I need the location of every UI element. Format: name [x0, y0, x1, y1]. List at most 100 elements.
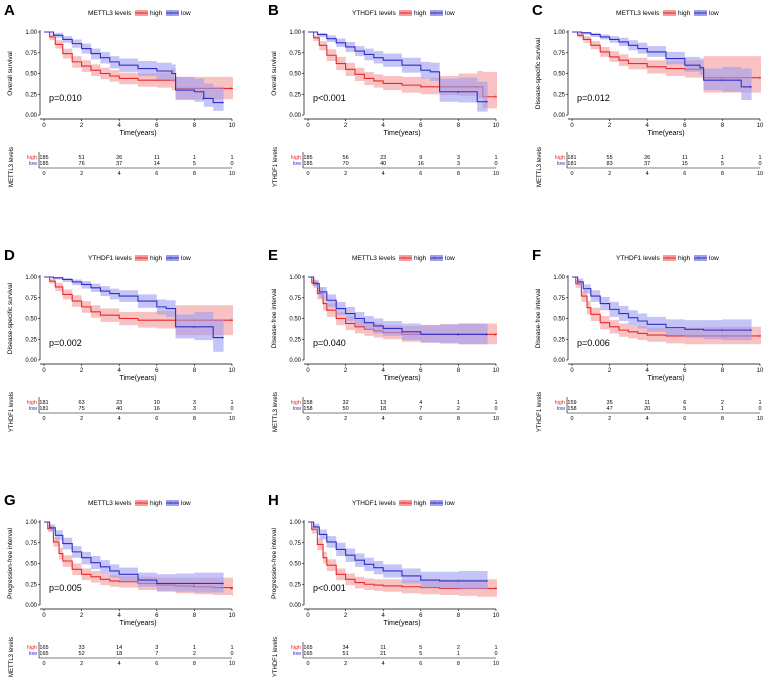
risk-time-label: 6 [419, 171, 422, 177]
legend-low-mark: + [697, 11, 700, 17]
risk-count-low: 18 [380, 406, 386, 412]
legend-low-mark: + [697, 256, 700, 262]
x-tick-label: 6 [419, 368, 423, 374]
y-tick-label: 0.25 [25, 92, 37, 98]
risk-time-label: 0 [306, 416, 309, 422]
legend-title: YTHDF1 levels [352, 500, 396, 507]
legend-high-mark: + [402, 11, 405, 17]
risk-count-low: 37 [644, 161, 650, 167]
p-value: p<0.001 [313, 93, 346, 103]
y-tick-label: 0.00 [289, 358, 301, 364]
risk-count-low: 165 [303, 651, 312, 657]
p-value: p<0.001 [313, 583, 346, 593]
x-tick-label: 6 [683, 368, 687, 374]
y-tick-label: 0.50 [289, 562, 301, 568]
risk-count-high: 26 [116, 155, 122, 161]
censor-mark-low: + [192, 325, 195, 331]
x-tick-label: 8 [193, 123, 197, 129]
y-tick-label: 0.00 [25, 113, 37, 119]
x-tick-label: 8 [721, 123, 725, 129]
x-axis-label: Time(years) [383, 130, 420, 137]
risk-time-label: 10 [229, 661, 235, 667]
y-tick-label: 1.00 [25, 30, 37, 36]
risk-count-low: 50 [343, 406, 349, 412]
y-tick-label: 0.50 [289, 317, 301, 323]
censor-mark-low: + [221, 101, 224, 107]
legend-high-label: high [414, 10, 427, 17]
x-tick-label: 4 [118, 123, 122, 129]
risk-time-label: 0 [42, 416, 45, 422]
censor-mark-low: + [485, 100, 488, 106]
legend-low-mark: + [433, 501, 436, 507]
ci-band-low [44, 522, 224, 593]
legend-title: METTL3 levels [352, 255, 396, 262]
censor-mark-low: + [221, 336, 224, 342]
censor-mark-high: + [494, 586, 497, 592]
legend-high-label: high [150, 10, 163, 17]
risk-count-high: 11 [682, 155, 688, 161]
risk-count-high: 165 [303, 645, 312, 651]
y-tick-label: 0.50 [553, 72, 565, 78]
risk-time-label: 2 [608, 171, 611, 177]
x-tick-label: 2 [344, 123, 348, 129]
x-tick-label: 2 [344, 613, 348, 619]
y-axis-label: Disease-specific survival [535, 37, 542, 109]
ci-band-low [308, 522, 488, 590]
legend-low-mark: + [433, 11, 436, 17]
risk-row-label-high: high [291, 400, 301, 406]
y-axis-label: Overall survival [271, 51, 278, 96]
risk-count-low: 5 [193, 161, 196, 167]
y-tick-label: 0.50 [25, 562, 37, 568]
risk-count-low: 185 [39, 161, 48, 167]
x-tick-label: 10 [493, 613, 500, 619]
curve-low [308, 31, 488, 103]
legend-title: YTHDF1 levels [352, 10, 396, 17]
panel-letter: E [268, 247, 278, 264]
panel-letter: G [4, 492, 16, 509]
y-tick-label: 0.75 [289, 296, 301, 302]
risk-time-label: 0 [570, 416, 573, 422]
risk-time-label: 6 [419, 416, 422, 422]
y-tick-label: 0.75 [289, 51, 301, 57]
risk-count-high: 1 [494, 155, 497, 161]
x-axis-label: Time(years) [119, 620, 156, 627]
x-tick-label: 8 [457, 368, 461, 374]
risk-time-label: 4 [118, 171, 121, 177]
curve-low [308, 276, 488, 335]
censor-mark-high: + [758, 76, 761, 82]
x-tick-label: 4 [382, 368, 386, 374]
censor-mark-high: + [456, 586, 459, 592]
legend-high-label: high [414, 255, 427, 262]
risk-count-high: 1 [494, 400, 497, 406]
curve-low [572, 276, 752, 331]
p-value: p=0.040 [313, 338, 346, 348]
y-tick-label: 0.75 [25, 296, 37, 302]
censor-mark-high: + [494, 95, 497, 101]
risk-count-low: 16 [154, 406, 160, 412]
ci-band-low [44, 32, 224, 111]
legend-high-label: high [150, 500, 163, 507]
risk-count-high: 26 [644, 155, 650, 161]
risk-time-label: 4 [382, 661, 385, 667]
risk-count-low: 21 [380, 651, 386, 657]
risk-count-high: 5 [419, 645, 422, 651]
risk-time-label: 10 [493, 171, 499, 177]
y-tick-label: 0.25 [289, 92, 301, 98]
risk-time-label: 2 [344, 416, 347, 422]
curve-low [44, 276, 224, 339]
p-value: p=0.005 [49, 583, 82, 593]
legend-title: METTL3 levels [88, 10, 132, 17]
y-tick-label: 0.25 [553, 337, 565, 343]
risk-time-label: 2 [80, 661, 83, 667]
risk-time-label: 6 [419, 661, 422, 667]
x-tick-label: 6 [155, 613, 159, 619]
risk-count-low: 165 [39, 651, 48, 657]
risk-count-high: 1 [193, 645, 196, 651]
x-tick-label: 2 [80, 368, 84, 374]
risk-row-label-high: high [291, 155, 301, 161]
risk-time-label: 6 [155, 416, 158, 422]
x-tick-label: 0 [306, 123, 310, 129]
